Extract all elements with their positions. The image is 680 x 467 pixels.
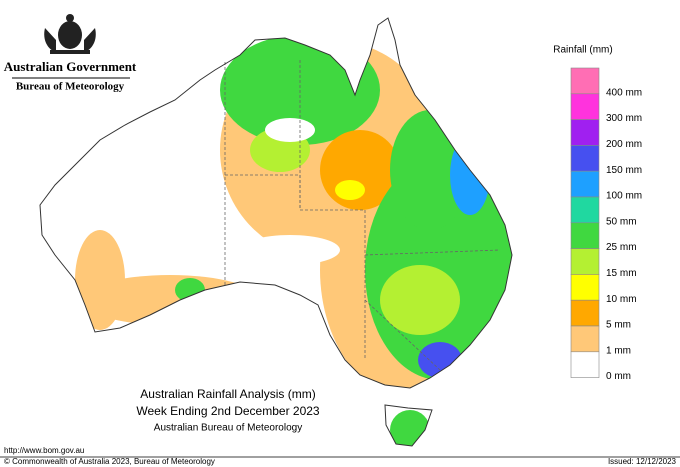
legend-label: 150 mm <box>606 165 642 176</box>
legend-label: 400 mm <box>606 87 642 98</box>
legend-swatch <box>570 119 600 146</box>
legend-label: 200 mm <box>606 139 642 150</box>
legend-title: Rainfall (mm) <box>553 45 612 56</box>
legend-swatch <box>570 299 600 327</box>
agency-label: Bureau of Meteorology <box>16 81 125 93</box>
legend-swatch <box>570 248 600 275</box>
legend-label: 100 mm <box>606 191 642 202</box>
footer-copyright: © Commonwealth of Australia 2023, Bureau… <box>4 457 215 466</box>
legend-swatch <box>570 325 600 353</box>
legend-label: 300 mm <box>606 113 642 124</box>
legend-swatch <box>570 196 600 224</box>
legend-label: 15 mm <box>606 268 637 279</box>
legend-swatch <box>570 145 600 172</box>
legend-label: 0 mm <box>606 371 631 382</box>
legend-swatch <box>570 93 600 120</box>
government-label: Australian Government <box>4 59 137 74</box>
legend-label: 25 mm <box>606 242 637 253</box>
legend-swatch <box>570 67 600 95</box>
legend-label: 5 mm <box>606 320 631 331</box>
coastline <box>39 17 513 447</box>
legend-label: 10 mm <box>606 294 637 305</box>
state-borders <box>224 60 501 371</box>
map-subtitle: Week Ending 2nd December 2023 <box>136 404 320 418</box>
map-title: Australian Rainfall Analysis (mm) <box>140 387 315 401</box>
legend-swatch <box>570 222 600 249</box>
legend-label: 50 mm <box>606 216 637 227</box>
footer-issued: Issued: 12/12/2023 <box>608 457 677 466</box>
legend: 400 mm 300 mm 200 mm 150 mm 100 mm 50 mm 25 mm… <box>570 67 642 382</box>
legend-swatch <box>570 170 600 198</box>
map-source: Australian Bureau of Meteorology <box>154 423 302 434</box>
footer-url: http://www.bom.gov.au <box>4 446 84 455</box>
legend-swatch <box>570 351 600 378</box>
legend-swatch <box>570 274 600 301</box>
coat-of-arms <box>44 14 96 54</box>
legend-label: 1 mm <box>606 345 631 356</box>
